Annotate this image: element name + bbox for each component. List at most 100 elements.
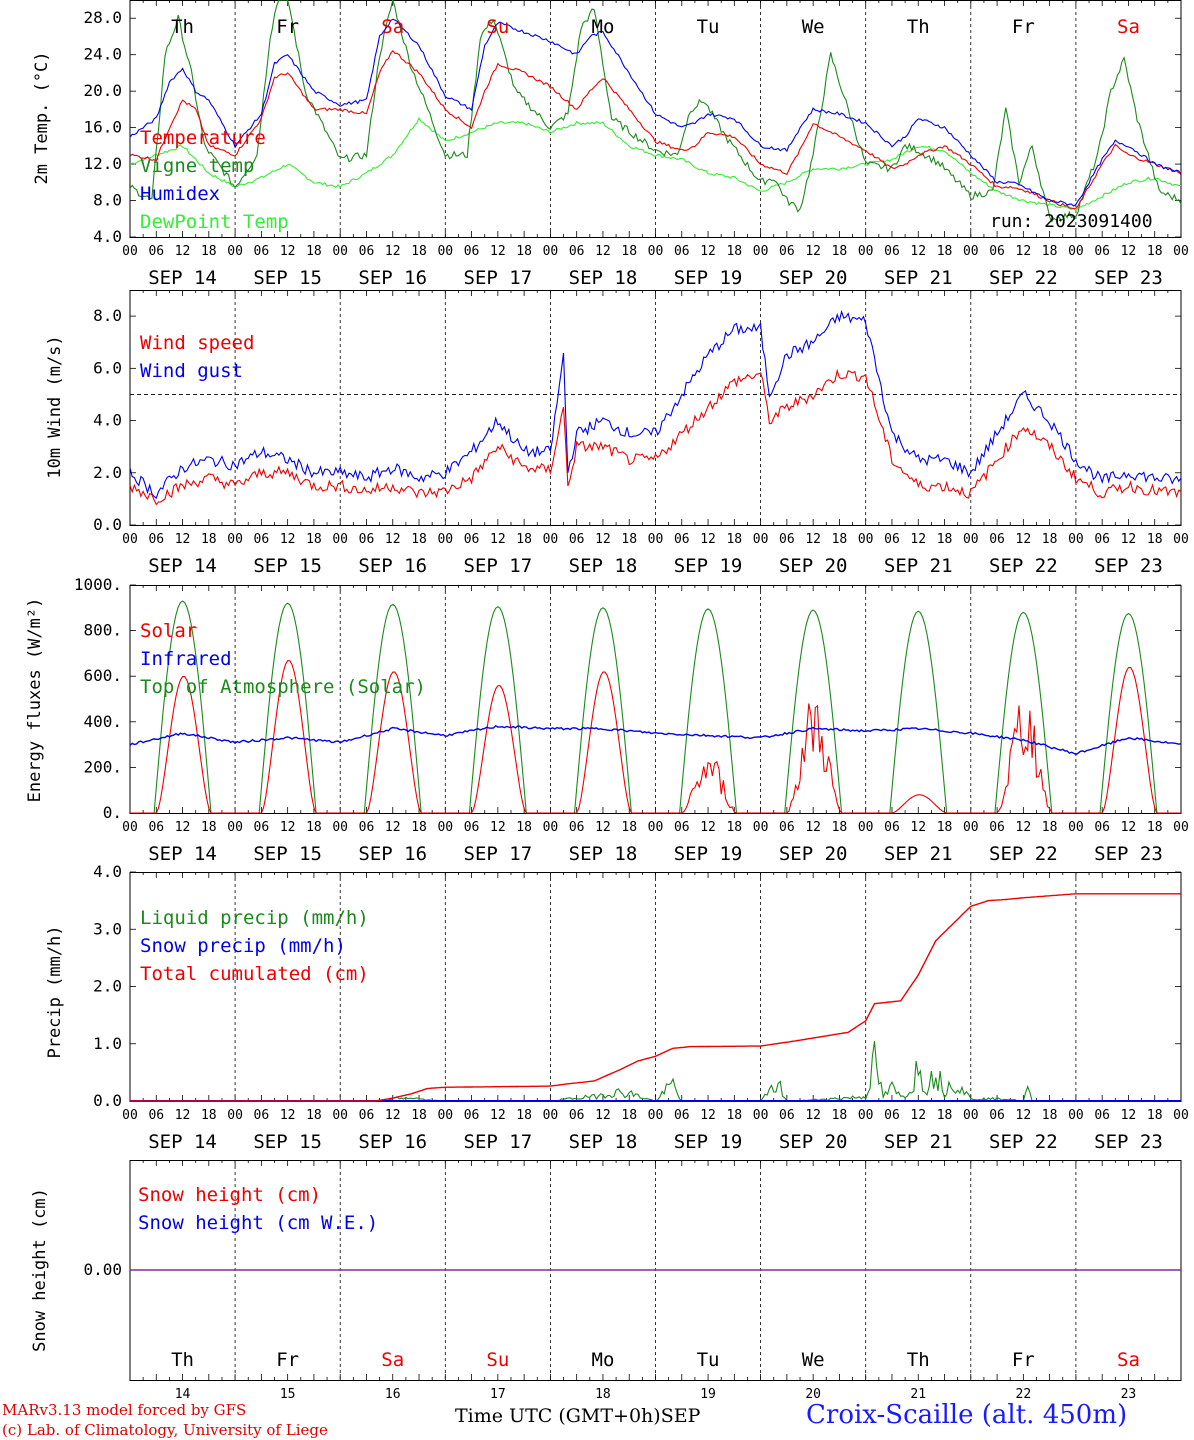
hour-tick-label: 18 [411, 820, 427, 835]
hour-tick-label: 12 [490, 820, 506, 835]
hour-tick-label: 00 [543, 532, 559, 547]
hour-tick-label: 00 [227, 244, 243, 259]
hour-tick-label: 00 [437, 532, 453, 547]
hour-tick-label: 18 [937, 532, 953, 547]
hour-tick-label: 00 [858, 820, 874, 835]
hour-tick-label: 06 [779, 532, 795, 547]
hour-tick-label: 12 [385, 1108, 401, 1123]
hour-tick-label: 12 [175, 1108, 191, 1123]
date-label: SEP 17 [464, 1131, 533, 1153]
hour-tick-label: 18 [306, 820, 322, 835]
footer-credits: MARv3.13 model forced by GFS (c) Lab. of… [2, 1400, 328, 1440]
series-infrared [129, 724, 1182, 756]
date-label: SEP 16 [358, 843, 427, 865]
y-tick-label: 4.0 [93, 227, 122, 246]
hour-tick-label: 00 [648, 532, 664, 547]
run-label: run: 2023091400 [990, 211, 1153, 232]
date-label: SEP 14 [148, 843, 217, 865]
day-of-week-label: We [802, 16, 825, 38]
hour-tick-label: 12 [805, 532, 821, 547]
hour-tick-label: 00 [1068, 532, 1084, 547]
hour-tick-label: 00 [648, 1108, 664, 1123]
hour-tick-label: 00 [648, 244, 664, 259]
model-credit: MARv3.13 model forced by GFS [2, 1401, 247, 1419]
hour-tick-label: 00 [963, 820, 979, 835]
hour-tick-label: 12 [700, 1108, 716, 1123]
hour-tick-label: 00 [122, 532, 138, 547]
hour-tick-label: 06 [464, 532, 480, 547]
y-tick-label: 4.0 [93, 862, 122, 881]
day-of-week-label: Fr [276, 16, 299, 38]
hour-tick-label: 12 [1016, 244, 1032, 259]
hour-tick-label: 06 [569, 820, 585, 835]
hour-tick-label: 12 [1121, 1108, 1137, 1123]
hour-tick-label: 18 [832, 820, 848, 835]
legend-top-of-atmosphere-solar-: Top of Atmosphere (Solar) [140, 676, 426, 698]
hour-tick-label: 00 [122, 244, 138, 259]
x-axis-label: Time UTC (GMT+0h) [455, 1405, 661, 1427]
hour-tick-label: 06 [884, 244, 900, 259]
y-tick-label: 0.0 [93, 515, 122, 534]
hour-tick-label: 06 [148, 244, 164, 259]
hour-tick-label: 18 [832, 1108, 848, 1123]
hour-tick-label: 06 [359, 820, 375, 835]
hour-tick-label: 18 [937, 820, 953, 835]
hour-tick-label: 00 [1173, 820, 1189, 835]
hour-tick-label: 06 [148, 1108, 164, 1123]
hour-tick-label: 12 [700, 532, 716, 547]
day-number-label: 20 [805, 1387, 821, 1402]
y-tick-label: 24.0 [83, 45, 122, 64]
hour-tick-label: 00 [543, 820, 559, 835]
hour-tick-label: 00 [963, 532, 979, 547]
hour-tick-label: 00 [332, 820, 348, 835]
day-of-week-label: Tu [697, 16, 720, 38]
legend-humidex: Humidex [140, 183, 220, 205]
hour-tick-label: 18 [621, 1108, 637, 1123]
day-of-week-label: Su [486, 16, 509, 38]
date-label: SEP 21 [884, 1131, 953, 1153]
date-label: SEP 15 [253, 1131, 322, 1153]
y-tick-label: 3.0 [93, 919, 122, 938]
hour-tick-label: 18 [201, 532, 217, 547]
y-axis-label: Energy fluxes (W/m²) [25, 598, 45, 803]
hour-tick-label: 06 [1094, 244, 1110, 259]
hour-tick-label: 06 [1094, 820, 1110, 835]
hour-tick-label: 06 [674, 532, 690, 547]
hour-tick-label: 12 [385, 820, 401, 835]
day-of-week-label: Sa [381, 1349, 404, 1371]
hour-tick-label: 00 [332, 244, 348, 259]
hour-tick-label: 12 [595, 820, 611, 835]
hour-tick-label: 12 [595, 532, 611, 547]
hour-tick-label: 12 [1121, 532, 1137, 547]
hour-tick-label: 06 [359, 532, 375, 547]
hour-tick-label: 12 [280, 820, 296, 835]
hour-tick-label: 18 [516, 532, 532, 547]
hour-tick-label: 00 [227, 532, 243, 547]
hour-tick-label: 18 [201, 244, 217, 259]
series-wind-gust [129, 309, 1182, 499]
hour-tick-label: 06 [884, 1108, 900, 1123]
hour-tick-label: 18 [1042, 532, 1058, 547]
hour-tick-label: 12 [1016, 532, 1032, 547]
y-tick-label: 0.00 [83, 1260, 122, 1279]
series-temperature [129, 50, 1182, 210]
date-label: SEP 22 [989, 555, 1058, 577]
hour-tick-label: 00 [858, 244, 874, 259]
y-tick-label: 0.0 [93, 1091, 122, 1110]
hour-tick-label: 18 [937, 244, 953, 259]
series-total-cumulated [130, 893, 1181, 1102]
day-of-week-label: Th [907, 1349, 930, 1371]
legend-snow-height-cm-w-e-: Snow height (cm W.E.) [138, 1212, 378, 1234]
hour-tick-label: 00 [753, 532, 769, 547]
hour-tick-label: 06 [674, 820, 690, 835]
hour-tick-label: 12 [910, 820, 926, 835]
hour-tick-label: 18 [411, 1108, 427, 1123]
y-axis-label: Snow height (cm) [30, 1188, 50, 1352]
hour-tick-label: 06 [989, 244, 1005, 259]
hour-tick-label: 12 [910, 244, 926, 259]
date-label: SEP 22 [989, 267, 1058, 289]
y-axis-label: Precip (mm/h) [45, 925, 65, 1058]
hour-tick-label: 00 [1068, 820, 1084, 835]
hour-tick-label: 06 [148, 532, 164, 547]
